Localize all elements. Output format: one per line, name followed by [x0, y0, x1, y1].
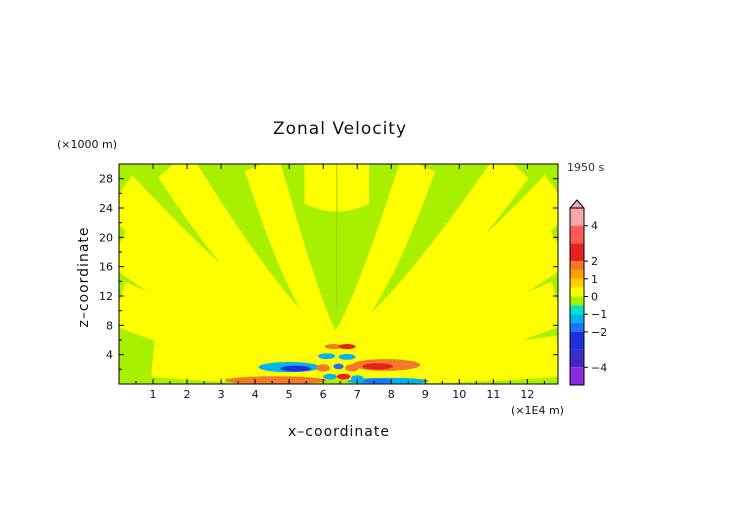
positive-band: [158, 164, 340, 352]
colorbar-tick-label: −1: [591, 308, 607, 321]
positive-band: [330, 164, 436, 343]
x-axis-label: x–coordinate: [288, 424, 390, 440]
colorbar-swatch: [570, 261, 584, 270]
x-tick-label: 11: [486, 388, 500, 401]
x-tick-label: 4: [252, 388, 259, 401]
velocity-blob: [224, 376, 327, 384]
velocity-blob: [316, 364, 330, 372]
colorbar-swatch: [570, 305, 584, 315]
x-tick-label: 10: [452, 388, 466, 401]
positive-band: [330, 164, 529, 352]
positive-band: [119, 175, 340, 360]
y-tick-label: 28: [99, 173, 113, 186]
y-tick-label: 12: [99, 290, 113, 303]
y-tick-label: 24: [99, 202, 113, 215]
colorbar-tick-label: 4: [591, 220, 598, 233]
velocity-blob: [318, 353, 336, 360]
colorbar-swatch: [570, 287, 584, 297]
velocity-blob: [362, 378, 393, 384]
velocity-blob: [336, 373, 351, 380]
velocity-blob: [333, 363, 344, 370]
x-tick-label: 2: [184, 388, 191, 401]
colorbar-tick-label: −2: [591, 326, 607, 339]
plot-frame: [118, 163, 559, 385]
x-tick-label: 7: [354, 388, 361, 401]
x-tick-label: 12: [520, 388, 534, 401]
colorbar-swatch: [570, 243, 584, 262]
colorbar-swatch: [570, 331, 584, 350]
colorbar-tick-label: −4: [591, 361, 607, 374]
colorbar-swatch: [570, 323, 584, 332]
velocity-blob: [280, 365, 312, 372]
velocity-blob: [338, 344, 356, 350]
positive-band: [244, 164, 341, 343]
colorbar-swatch: [570, 314, 584, 324]
x-tick-label: 5: [286, 388, 293, 401]
x-tick-label: 3: [218, 388, 225, 401]
colorbar-extend-arrow: [568, 199, 586, 209]
colorbar-swatch: [570, 367, 584, 385]
colorbar-swatch: [570, 278, 584, 288]
time-label: 1950 s: [567, 161, 604, 174]
colorbar-swatch: [570, 269, 584, 279]
y-tick-label: 16: [99, 261, 113, 274]
x-tick-label: 6: [320, 388, 327, 401]
velocity-blob: [338, 353, 356, 360]
velocity-blob: [362, 363, 393, 370]
velocity-blob: [324, 344, 342, 350]
x-unit-label: (×1E4 m): [511, 404, 564, 417]
colorbar: 4 2 1 0 −1 −2 −4: [568, 199, 607, 386]
positive-band: [331, 175, 558, 360]
colorbar-swatch: [570, 225, 584, 244]
y-tick-label: 20: [99, 231, 113, 244]
colorbar-tick-label: 1: [591, 273, 598, 286]
colorbar-tick-label: 2: [591, 255, 598, 268]
heatmap-field: [119, 164, 558, 384]
colorbar-swatch: [570, 349, 584, 368]
x-tick-label: 1: [150, 388, 157, 401]
colorbar-swatch: [570, 296, 584, 306]
colorbar-swatch: [570, 208, 584, 226]
y-unit-label: (×1000 m): [57, 138, 117, 151]
y-tick-label: 8: [106, 319, 113, 332]
y-axis-label: z–coordinate: [76, 226, 92, 327]
chart-title: Zonal Velocity: [273, 119, 407, 139]
y-tick-label: 4: [106, 349, 113, 362]
velocity-blob: [323, 373, 337, 380]
colorbar-tick-label: 0: [591, 291, 598, 304]
x-tick-label: 8: [388, 388, 395, 401]
x-tick-label: 9: [422, 388, 429, 401]
